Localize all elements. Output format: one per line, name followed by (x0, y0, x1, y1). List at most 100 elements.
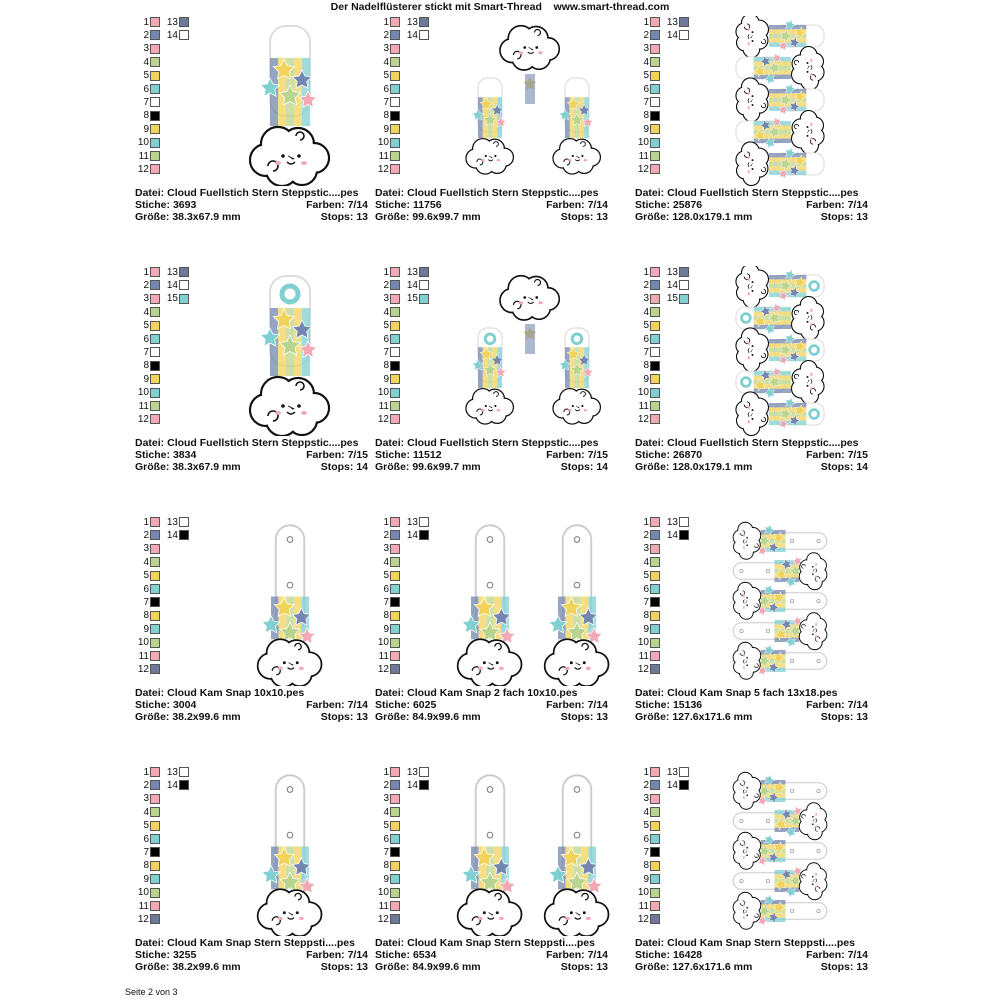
color-swatch: 8 (135, 360, 160, 372)
swatch-number: 5 (143, 820, 149, 832)
swatch-color (679, 280, 689, 291)
star-motif (788, 624, 801, 638)
color-swatch: 15 (404, 293, 429, 305)
star-motif (778, 354, 789, 366)
star-motif (498, 876, 517, 895)
swatch-number: 4 (643, 806, 649, 818)
swatch-number: 1 (383, 766, 389, 778)
swatch-color (390, 387, 400, 398)
design-size: Größe: 38.2x99.6 mm (135, 961, 241, 973)
swatch-color (419, 780, 429, 791)
swatch-color (650, 584, 660, 594)
swatch-color (390, 17, 400, 27)
swatch-number: 8 (383, 110, 389, 122)
star-motif (558, 358, 572, 371)
cloud-motif (248, 125, 331, 186)
swatch-number: 13 (166, 516, 178, 528)
swatch-color (150, 347, 160, 358)
color-swatch: 10 (135, 387, 160, 399)
swatch-number: 2 (383, 779, 389, 791)
swatch-number: 7 (143, 96, 149, 108)
swatch-color (679, 530, 689, 541)
star-motif (794, 26, 807, 39)
swatch-color (150, 543, 160, 554)
swatch-number: 4 (143, 806, 149, 818)
swatch-color (390, 624, 400, 635)
color-swatch: 9 (375, 373, 400, 385)
swatch-color (390, 820, 400, 831)
swatch-number: 12 (377, 663, 389, 675)
file-name: Datei: Cloud Kam Snap 5 fach 13x18.pes (635, 687, 838, 699)
swatch-color (650, 767, 660, 777)
swatch-number: 2 (383, 279, 389, 291)
swatch-number: 6 (643, 833, 649, 845)
swatch-number: 3 (383, 293, 389, 305)
swatch-color (390, 901, 400, 911)
star-motif (585, 876, 604, 895)
swatch-color (650, 57, 660, 68)
star-motif (753, 129, 766, 142)
swatch-number: 9 (143, 373, 149, 385)
star-motif (785, 269, 796, 281)
star-motif (780, 29, 793, 43)
swatch-color (650, 914, 660, 925)
swatch-number: 3 (643, 543, 649, 555)
design-size: Größe: 84.9x99.6 mm (375, 961, 481, 973)
swatch-color (679, 293, 689, 304)
color-swatch: 13 (664, 16, 689, 28)
swatch-color (650, 637, 660, 648)
header-title: Der Nadelflüsterer stickt mit Smart-Thre… (330, 1, 542, 13)
swatch-number: 11 (378, 400, 389, 412)
color-swatch: 8 (375, 360, 400, 372)
color-swatch: 3 (375, 293, 400, 305)
star-motif (773, 531, 786, 544)
star-motif (785, 147, 796, 159)
fob-design-unit (735, 16, 825, 59)
swatch-color (650, 124, 660, 135)
star-motif (272, 58, 296, 80)
swatch-color (150, 847, 160, 858)
color-swatch: 12 (635, 663, 660, 675)
color-swatch: 8 (375, 610, 400, 622)
swatch-color (650, 164, 660, 175)
swatch-number: 10 (377, 887, 389, 899)
star-motif (757, 545, 768, 557)
swatch-number: 3 (143, 543, 149, 555)
swatch-color (650, 70, 660, 81)
star-motif (784, 576, 796, 588)
swatch-number: 11 (638, 150, 649, 162)
swatch-color (650, 110, 660, 121)
swatch-color (650, 517, 660, 527)
swatch-number: 6 (643, 583, 649, 595)
color-swatch: 12 (375, 663, 400, 675)
swatch-color (150, 780, 160, 791)
star-motif (764, 584, 776, 596)
star-motif (495, 366, 507, 378)
color-swatch: 10 (635, 137, 660, 149)
ring-motif (570, 332, 584, 346)
star-motif (278, 334, 302, 356)
swatch-color (390, 874, 400, 885)
star-motif (771, 302, 782, 314)
swatch-color (650, 780, 660, 791)
color-swatch: 6 (635, 583, 660, 595)
swatch-number: 5 (383, 320, 389, 332)
swatch-color (150, 70, 160, 81)
star-motif (773, 841, 786, 854)
color-swatch: 12 (135, 663, 160, 675)
swatch-color (650, 860, 660, 871)
star-motif (548, 614, 568, 634)
color-swatch: 7 (135, 846, 160, 858)
color-swatch: 15 (664, 293, 689, 305)
color-swatch: 4 (135, 306, 160, 318)
swatch-number: 6 (143, 583, 149, 595)
swatch-number: 6 (383, 833, 389, 845)
swatch-number: 9 (383, 623, 389, 635)
color-swatch: 3 (635, 43, 660, 55)
cloud-motif (735, 141, 770, 186)
star-motif (560, 596, 583, 618)
design-info: Datei: Cloud Fuellstich Stern Steppstic.… (635, 437, 868, 473)
color-swatch: 9 (135, 873, 160, 885)
color-swatch: 12 (135, 913, 160, 925)
